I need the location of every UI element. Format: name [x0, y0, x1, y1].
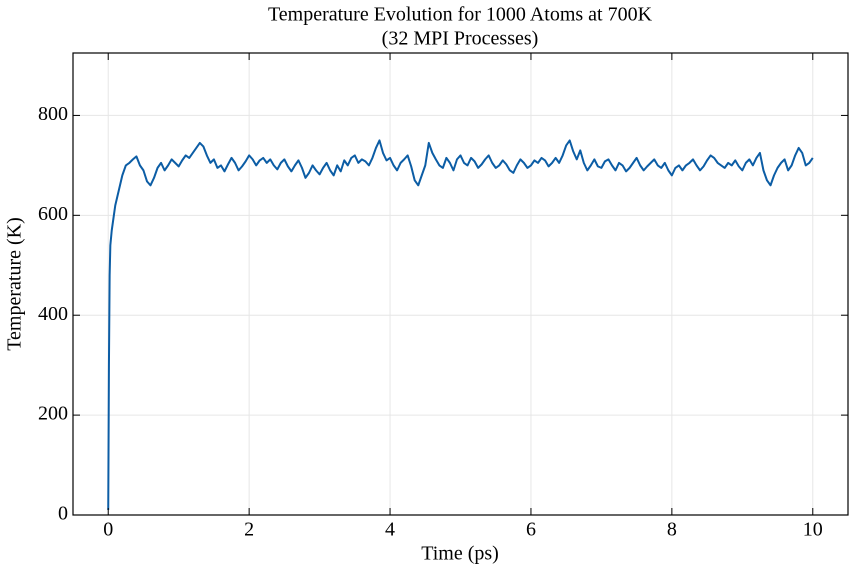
y-axis-label: Temperature (K) — [4, 217, 26, 351]
grid — [73, 53, 848, 516]
y-tick-label: 200 — [38, 403, 68, 425]
x-tick-label: 2 — [244, 519, 254, 541]
x-tick-label: 6 — [526, 519, 536, 541]
plot — [107, 139, 814, 511]
y-tick-label: 600 — [38, 203, 68, 225]
ticks: 0 2 4 6 8 10 0 200 400 600 800 — [38, 53, 848, 541]
x-tick-label: 8 — [667, 519, 677, 541]
x-tick-label: 0 — [103, 519, 113, 541]
x-tick-label: 4 — [385, 519, 395, 541]
line — [107, 139, 814, 511]
y-tick-label: 0 — [58, 503, 68, 525]
x-axis-label: Time (ps) — [421, 543, 499, 565]
plot-frame — [72, 52, 849, 516]
chart-subtitle: (32 MPI Processes) — [382, 28, 539, 50]
y-tick-label: 800 — [38, 103, 68, 125]
chart-title: Temperature Evolution for 1000 Atoms at … — [268, 4, 653, 26]
x-tick-label: 10 — [803, 519, 823, 541]
y-tick-label: 400 — [38, 303, 68, 325]
